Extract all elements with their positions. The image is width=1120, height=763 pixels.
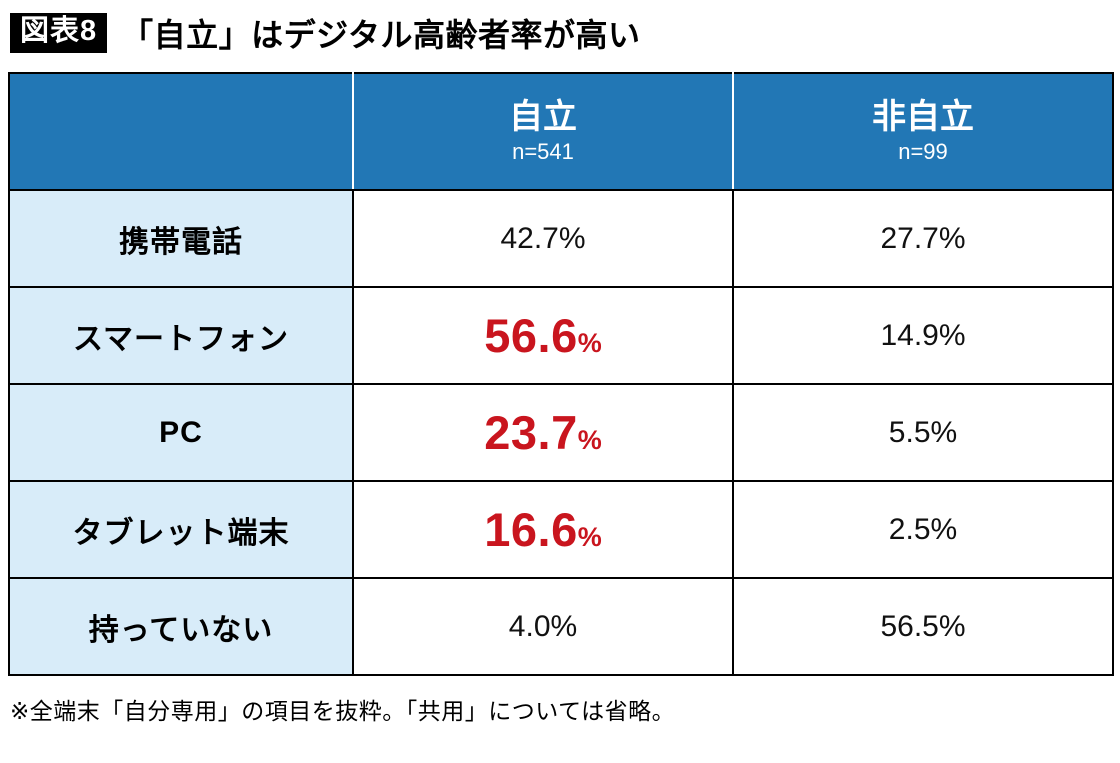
header-row: 自立 n=541 非自立 n=99	[8, 72, 1114, 191]
percent-sign: %	[558, 221, 586, 255]
table-row-tablet: タブレット端末 16.6% 2.5%	[8, 480, 1114, 579]
table-row-pc: PC 23.7% 5.5%	[8, 383, 1114, 482]
value-cell-jiritsu: 16.6%	[352, 480, 734, 579]
percent-sign: %	[938, 221, 966, 255]
value-number: 4.0	[508, 609, 551, 643]
value-cell-hijiritsu: 5.5%	[732, 383, 1114, 482]
data-table: 自立 n=541 非自立 n=99 携帯電話 42.7% 27.7% スマートフ…	[8, 72, 1114, 676]
percent-sign: %	[577, 425, 602, 455]
footnote: ※全端末「自分専用」の項目を抜粋。「共用」については省略。	[10, 698, 676, 724]
row-label: 持っていない	[8, 577, 354, 676]
value-number: 27.7	[880, 221, 939, 255]
percent-sign: %	[577, 328, 602, 358]
value-number: 56.5	[880, 609, 939, 643]
col-header-jiritsu: 自立 n=541	[352, 72, 734, 191]
table-header: 自立 n=541 非自立 n=99	[8, 72, 1114, 191]
percent-sign: %	[938, 609, 966, 643]
figure-title: 「自立」はデジタル高齢者率が高い	[121, 17, 641, 53]
value-cell-jiritsu: 23.7%	[352, 383, 734, 482]
value-number: 16.6	[484, 503, 578, 556]
row-label: PC	[8, 383, 354, 482]
col-header-hijiritsu: 非自立 n=99	[732, 72, 1114, 191]
value-number: 42.7	[500, 221, 559, 255]
value-cell-hijiritsu: 14.9%	[732, 286, 1114, 385]
row-label: 携帯電話	[8, 189, 354, 288]
percent-sign: %	[930, 512, 958, 546]
value-cell-hijiritsu: 27.7%	[732, 189, 1114, 288]
value-cell-jiritsu: 42.7%	[352, 189, 734, 288]
row-label: スマートフォン	[8, 286, 354, 385]
col-header-sample-size: n=541	[512, 139, 574, 165]
value-cell-jiritsu: 56.6%	[352, 286, 734, 385]
value-number: 5.5	[888, 415, 931, 449]
percent-sign: %	[550, 609, 578, 643]
table-body: 携帯電話 42.7% 27.7% スマートフォン 56.6% 14.9% PC …	[8, 189, 1114, 676]
value-cell-hijiritsu: 2.5%	[732, 480, 1114, 579]
table-row-smartphone: スマートフォン 56.6% 14.9%	[8, 286, 1114, 385]
table-row-none: 持っていない 4.0% 56.5%	[8, 577, 1114, 676]
value-number: 23.7	[484, 406, 578, 459]
col-header-label: 非自立	[872, 97, 974, 136]
value-number: 2.5	[888, 512, 931, 546]
corner-cell	[8, 72, 354, 191]
table-row-keitai: 携帯電話 42.7% 27.7%	[8, 189, 1114, 288]
value-cell-hijiritsu: 56.5%	[732, 577, 1114, 676]
col-header-sample-size: n=99	[898, 139, 948, 165]
col-header-label: 自立	[509, 97, 577, 136]
figure-tag: 図表8	[10, 13, 108, 53]
row-label: タブレット端末	[8, 480, 354, 579]
value-cell-jiritsu: 4.0%	[352, 577, 734, 676]
percent-sign: %	[577, 522, 602, 552]
value-number: 14.9	[880, 318, 939, 352]
value-number: 56.6	[484, 309, 578, 362]
percent-sign: %	[930, 415, 958, 449]
figure-titlebar: 図表8 「自立」はデジタル高齢者率が高い	[8, 8, 1112, 72]
percent-sign: %	[938, 318, 966, 352]
